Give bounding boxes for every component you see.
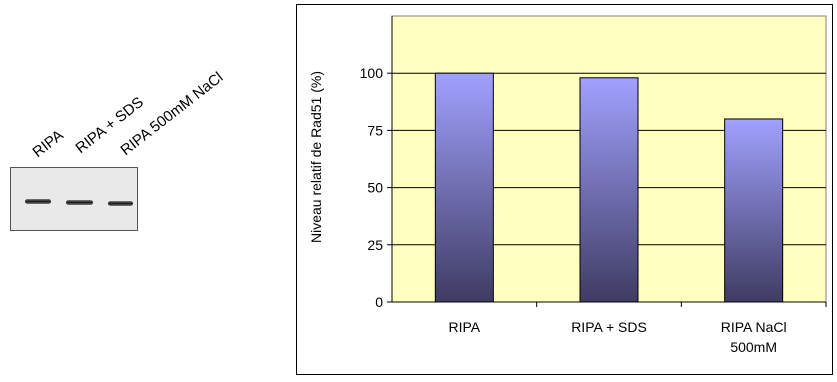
y-tick-label-100: 100 (360, 65, 384, 81)
bar-1 (579, 77, 639, 303)
bar-0 (434, 72, 494, 303)
blot-image (10, 167, 138, 231)
band-ripa-nacl (108, 201, 133, 206)
bar-chart: 0 25 50 75 100 RIPA RIPA + SDS RIPA NaCl 500mM N… (308, 15, 827, 355)
x-tick-label-1: RIPA + SDS (571, 319, 647, 335)
chart-frame: 0 25 50 75 100 RIPA RIPA + SDS RIPA NaCl 500mM N… (296, 4, 833, 375)
x-tick-label-2-line-1: 500mM (730, 339, 777, 355)
y-tick-label-75: 75 (367, 122, 383, 138)
y-tick-label-50: 50 (367, 180, 383, 196)
band-ripa-sds (66, 200, 93, 205)
bar-2 (724, 118, 784, 303)
y-tick-label-0: 0 (375, 294, 383, 310)
x-tick-label-0: RIPA (449, 319, 481, 335)
y-tick-label-25: 25 (367, 237, 383, 253)
y-axis-label: Niveau relatif de Rad51 (%) (308, 71, 324, 243)
lane-label-ripa: RIPA (29, 126, 67, 161)
band-ripa (25, 199, 51, 204)
western-blot-panel: RIPA RIPA + SDS RIPA 500mM NaCl (0, 0, 280, 382)
x-tick-label-2-line-0: RIPA NaCl (721, 319, 787, 335)
